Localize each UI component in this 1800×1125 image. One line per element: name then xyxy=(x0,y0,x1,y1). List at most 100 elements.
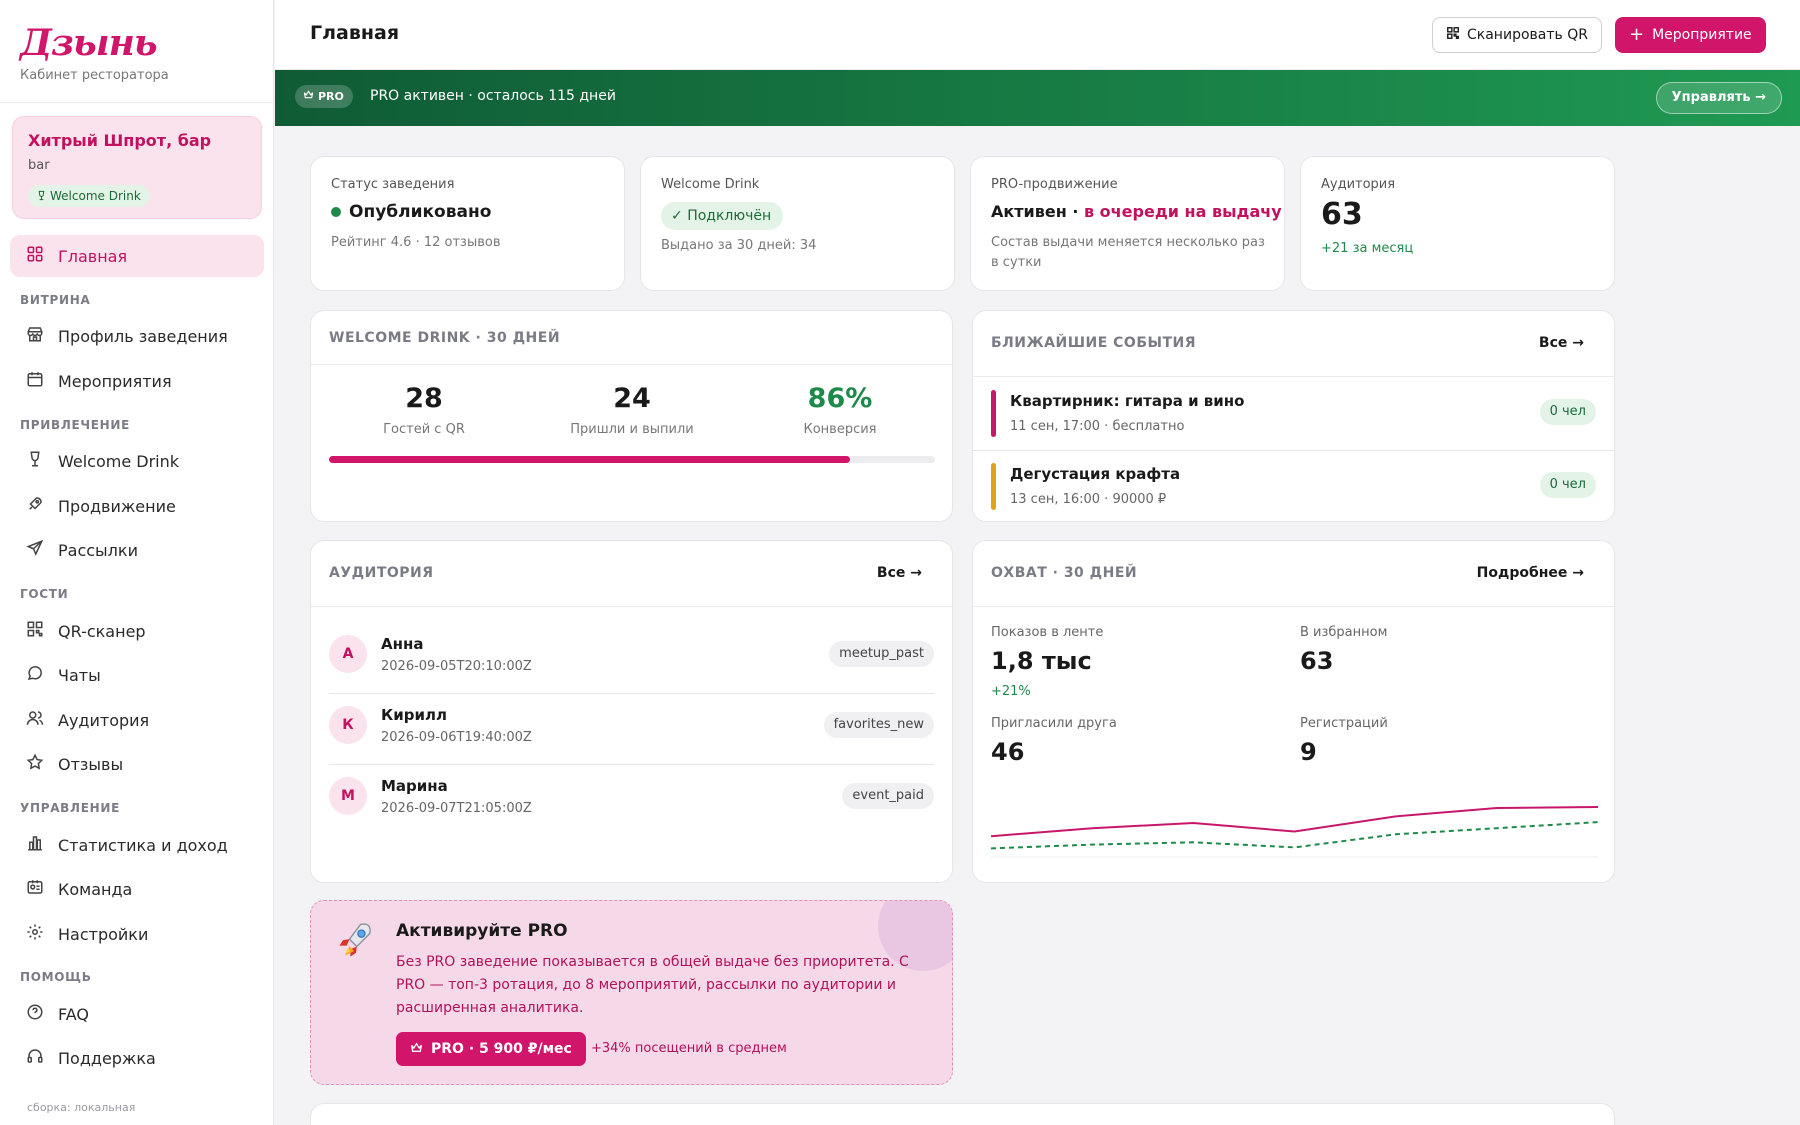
venue-welcome-badge: Welcome Drink xyxy=(28,185,150,207)
metric-registrations-value: 9 xyxy=(1300,738,1317,766)
sidebar-item-reviews[interactable]: Отзывы xyxy=(10,743,264,785)
sidebar-item-home[interactable]: Главная xyxy=(10,235,264,277)
card-title: WELCOME DRINK · 30 ДНЕЙ xyxy=(329,330,561,346)
activate-pro-card: Активируйте PRO Без PRO заведение показы… xyxy=(310,900,953,1085)
metric-invited-label: Пригласили друга xyxy=(991,716,1117,731)
welcome-status-chip: ✓ Подключён xyxy=(661,202,784,230)
sidebar-item-label: Продвижение xyxy=(58,496,176,516)
headset-icon xyxy=(26,1047,58,1069)
audience-tag: meetup_past xyxy=(829,641,934,667)
reach-card: ОХВАТ · 30 ДНЕЙ Подробнее → Показов в ле… xyxy=(972,540,1615,883)
audience-time: 2026-09-06T19:40:00Z xyxy=(381,730,532,745)
event-divider xyxy=(973,450,1614,451)
brand-subtitle: Кабинет ресторатора xyxy=(20,68,169,83)
topbar: Главная Сканировать QR + Мероприятие xyxy=(275,0,1800,70)
metric-registrations-label: Регистраций xyxy=(1300,716,1388,731)
audience-name: Кирилл xyxy=(381,706,447,724)
sidebar-item-label: QR-сканер xyxy=(58,621,146,641)
audience-row[interactable]: А Анна 2026-09-05T20:10:00Z meetup_past xyxy=(311,635,952,695)
bar-chart-icon xyxy=(26,834,58,856)
sidebar-divider xyxy=(0,102,274,103)
id-card-icon xyxy=(26,878,58,900)
add-event-button[interactable]: + Мероприятие xyxy=(1615,17,1766,53)
sidebar-item-welcome-drink[interactable]: Welcome Drink xyxy=(10,440,264,482)
sidebar: Дзынь Кабинет ресторатора Хитрый Шпрот, … xyxy=(0,0,274,1125)
sidebar-item-label: Статистика и доход xyxy=(58,835,228,855)
sidebar-item-profile[interactable]: Профиль заведения xyxy=(10,315,264,357)
glass-icon xyxy=(36,186,47,208)
status-card-welcome[interactable]: Welcome Drink ✓ Подключён Выдано за 30 д… xyxy=(640,156,955,291)
nav-section-guests: ГОСТИ xyxy=(20,587,69,601)
glass-icon xyxy=(26,450,58,472)
promotion-card-label: PRO-продвижение xyxy=(991,177,1118,192)
sidebar-item-label: Отзывы xyxy=(58,754,124,774)
page-title: Главная xyxy=(310,22,400,44)
sidebar-item-team[interactable]: Команда xyxy=(10,868,264,910)
status-card-audience[interactable]: Аудитория 63 +21 за месяц xyxy=(1300,156,1615,291)
stat-guests-value: 28 xyxy=(405,383,443,414)
upcoming-events-card: БЛИЖАЙШИЕ СОБЫТИЯ Все → Квартирник: гита… xyxy=(972,310,1615,522)
grid-icon xyxy=(26,245,58,267)
nav-section-help: ПОМОЩЬ xyxy=(20,970,92,984)
stat-guests-label: Гостей с QR xyxy=(383,422,465,437)
sidebar-item-faq[interactable]: FAQ xyxy=(10,993,264,1035)
sidebar-item-promotion[interactable]: Продвижение xyxy=(10,485,264,527)
venue-card[interactable]: Хитрый Шпрот, бар bar Welcome Drink xyxy=(12,116,262,219)
sidebar-item-label: Профиль заведения xyxy=(58,326,228,346)
scan-qr-button[interactable]: Сканировать QR xyxy=(1432,17,1602,53)
sidebar-item-stats[interactable]: Статистика и доход xyxy=(10,824,264,866)
audience-all-link[interactable]: Все → xyxy=(876,565,922,581)
sidebar-item-qr[interactable]: QR-сканер xyxy=(10,610,264,652)
stat-drank-label: Пришли и выпили xyxy=(570,422,694,437)
avatar: К xyxy=(329,706,367,744)
event-meta: 13 сен, 16:00 · 90000 ₽ xyxy=(1010,492,1167,507)
pro-manage-button[interactable]: Управлять → xyxy=(1655,82,1782,114)
send-icon xyxy=(26,539,58,561)
promo-pro-button[interactable]: PRO · 5 900 ₽/мес xyxy=(396,1032,586,1066)
audience-row[interactable]: К Кирилл 2026-09-06T19:40:00Z favorites_… xyxy=(311,706,952,766)
pro-pill-label: PRO xyxy=(318,90,344,103)
calendar-icon xyxy=(26,370,58,392)
sidebar-item-chats[interactable]: Чаты xyxy=(10,654,264,696)
stat-conversion-value: 86% xyxy=(807,383,873,414)
sidebar-item-settings[interactable]: Настройки xyxy=(10,913,264,955)
audience-row[interactable]: М Марина 2026-09-07T21:05:00Z event_paid xyxy=(311,777,952,837)
sidebar-item-label: Чаты xyxy=(58,665,101,685)
promo-title: Активируйте PRO xyxy=(396,921,568,941)
sidebar-item-mailings[interactable]: Рассылки xyxy=(10,529,264,571)
rocket-icon xyxy=(333,919,377,967)
event-color-bar xyxy=(991,463,996,510)
sidebar-item-events[interactable]: Мероприятия xyxy=(10,360,264,402)
scan-qr-label: Сканировать QR xyxy=(1467,27,1588,43)
users-icon xyxy=(26,709,58,731)
sidebar-item-label: Аудитория xyxy=(58,710,150,730)
audience-name: Марина xyxy=(381,777,448,795)
sidebar-item-label: Мероприятия xyxy=(58,371,172,391)
status-card-venue[interactable]: Статус заведения Опубликовано Рейтинг 4.… xyxy=(310,156,625,291)
chart-series-line-0 xyxy=(991,806,1598,838)
event-row[interactable]: Квартирник: гитара и вино 11 сен, 17:00 … xyxy=(973,378,1614,450)
stat-guests: 28 Гостей с QR xyxy=(329,383,519,437)
event-attendees: 0 чел xyxy=(1539,472,1596,498)
sidebar-item-support[interactable]: Поддержка xyxy=(10,1037,264,1079)
sidebar-item-audience[interactable]: Аудитория xyxy=(10,699,264,741)
reach-more-link[interactable]: Подробнее → xyxy=(1476,565,1584,581)
promotion-value: Активен xyxy=(991,202,1067,221)
metric-favorites-label: В избранном xyxy=(1300,625,1388,640)
crown-icon xyxy=(303,85,314,108)
brand-logo[interactable]: Дзынь xyxy=(20,22,158,64)
promotion-sub: Состав выдачи меняется несколько раз в с… xyxy=(991,235,1265,270)
promotion-value-row: Активен · в очереди на выдачу xyxy=(991,202,1282,221)
metric-invited-value: 46 xyxy=(991,738,1025,766)
events-all-link[interactable]: Все → xyxy=(1538,335,1584,351)
event-attendees: 0 чел xyxy=(1539,399,1596,425)
plus-icon: + xyxy=(1629,24,1645,45)
sidebar-item-label: Главная xyxy=(58,246,128,266)
sidebar-item-label: Поддержка xyxy=(58,1048,156,1068)
nav-section-attract: ПРИВЛЕЧЕНИЕ xyxy=(20,418,131,432)
promotion-queue: в очереди на выдачу xyxy=(1083,202,1282,221)
card-title: БЛИЖАЙШИЕ СОБЫТИЯ xyxy=(991,335,1197,351)
welcome-drink-stats-card: WELCOME DRINK · 30 ДНЕЙ 28 Гостей с QR 2… xyxy=(310,310,953,522)
status-card-promotion[interactable]: PRO-продвижение Активен · в очереди на в… xyxy=(970,156,1285,291)
event-row[interactable]: Дегустация крафта 13 сен, 16:00 · 90000 … xyxy=(973,451,1614,523)
